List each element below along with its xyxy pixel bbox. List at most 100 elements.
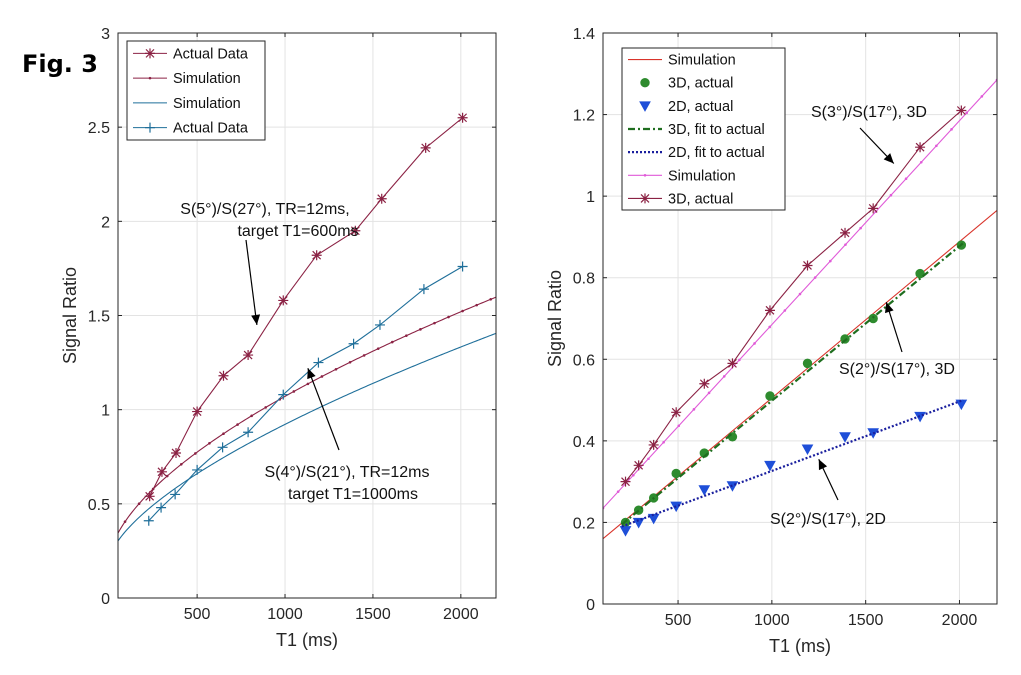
data-point xyxy=(671,407,682,418)
y-tick-label: 1.5 xyxy=(88,309,110,326)
data-point xyxy=(698,485,711,496)
annotation: S(2°)/S(17°), 3D xyxy=(839,302,955,378)
data-point xyxy=(278,295,289,306)
data-point xyxy=(194,452,197,455)
legend-label: 3D, fit to actual xyxy=(668,122,765,138)
y-tick-label: 0.5 xyxy=(88,497,110,514)
x-axis-label: T1 (ms) xyxy=(276,630,338,650)
left-chart: 500 1000 1500 2000 0 0.5 1 1.5 2 2.5 3 T1 (ms) Signa… xyxy=(60,26,497,650)
legend: Actual Data Simulation Simulation Actual Da… xyxy=(126,40,266,141)
data-point xyxy=(165,474,169,478)
legend-marker xyxy=(145,122,155,133)
data-point xyxy=(376,193,387,204)
series-line xyxy=(625,110,962,482)
data-point xyxy=(192,464,203,475)
data-point xyxy=(250,414,253,418)
y-tick-label: 1 xyxy=(101,403,110,420)
series-3 xyxy=(621,242,964,526)
legend-label: 2D, actual xyxy=(668,99,733,115)
annotation-arrow-head xyxy=(307,368,316,380)
y-tick-label: 3 xyxy=(101,26,110,43)
data-point xyxy=(662,440,665,444)
data-point xyxy=(632,517,645,529)
legend-label: Simulation xyxy=(173,71,241,87)
data-point xyxy=(915,142,926,153)
data-point xyxy=(433,321,436,325)
y-tick-label: 0.8 xyxy=(573,271,595,288)
data-point xyxy=(692,408,696,411)
data-point xyxy=(955,399,968,411)
data-point xyxy=(475,303,478,307)
data-point xyxy=(919,160,923,164)
data-point xyxy=(829,259,832,263)
legend-entry: Actual Data xyxy=(133,121,249,137)
x-tick-label: 500 xyxy=(665,612,692,629)
x-tick-label: 1000 xyxy=(754,612,790,629)
data-point xyxy=(156,466,167,477)
legend: Simulation 3D, actual 2D, actual 3D, fit to… xyxy=(621,47,786,211)
y-tick-label: 0.4 xyxy=(573,434,595,451)
legend-entry: Simulation xyxy=(133,71,241,87)
annotation-arrow-line xyxy=(245,239,258,325)
data-point xyxy=(619,526,632,537)
data-point xyxy=(457,112,468,123)
series-2 xyxy=(118,332,496,542)
y-tick-label: 2.5 xyxy=(88,120,110,137)
data-point xyxy=(699,378,710,389)
legend-marker xyxy=(639,101,651,112)
annotation-text: S(2°)/S(17°), 2D xyxy=(770,511,886,528)
y-tick-label: 1.2 xyxy=(573,108,595,125)
data-point xyxy=(350,225,361,236)
data-point xyxy=(179,462,183,466)
series-group xyxy=(118,112,496,542)
data-point xyxy=(671,468,681,479)
annotation-text: S(3°)/S(17°), 3D xyxy=(811,104,927,121)
data-point xyxy=(171,447,182,458)
legend-entry: 2D, fit to actual xyxy=(628,145,765,161)
annotation-text: target T1=1000ms xyxy=(288,486,418,503)
x-tick-label: 1500 xyxy=(848,612,884,629)
series-line xyxy=(621,399,964,528)
data-point xyxy=(844,243,847,246)
right-chart: 500 1000 1500 2000 0 0.2 0.4 0.6 0.8 1 1.2 1.4 T1 (m… xyxy=(545,26,998,656)
data-point xyxy=(405,334,408,337)
legend-entry: Simulation xyxy=(133,96,241,112)
data-point xyxy=(489,298,493,301)
data-point xyxy=(151,487,155,491)
series-line xyxy=(118,332,496,542)
annotation: S(5°)/S(27°), TR=12ms, target T1=600ms xyxy=(180,201,359,325)
y-tick-label: 2 xyxy=(101,214,110,231)
legend-marker xyxy=(640,193,650,204)
legend-label: Simulation xyxy=(668,53,736,69)
data-point xyxy=(802,260,813,271)
y-tick-label: 0.6 xyxy=(573,352,595,369)
data-point xyxy=(243,427,254,438)
legend-entry: Actual Data xyxy=(133,46,249,62)
data-point xyxy=(813,276,817,279)
data-point xyxy=(222,432,225,435)
data-point xyxy=(457,261,468,272)
data-point xyxy=(753,342,756,345)
series-3 xyxy=(143,261,468,526)
annotation-text: S(4°)/S(21°), TR=12ms xyxy=(265,464,430,481)
x-tick-label: 1500 xyxy=(355,606,391,623)
data-point xyxy=(839,432,851,443)
data-point xyxy=(738,358,741,362)
data-point xyxy=(143,515,154,526)
data-point xyxy=(306,382,310,386)
x-tick-label: 2000 xyxy=(443,606,479,623)
y-tick-label: 0.2 xyxy=(573,515,595,532)
data-point xyxy=(137,502,141,505)
data-point xyxy=(278,389,289,400)
data-point xyxy=(243,350,254,361)
data-point xyxy=(376,347,380,350)
data-point xyxy=(292,390,296,393)
series-line xyxy=(621,242,964,526)
data-point xyxy=(374,319,385,330)
legend-label: Actual Data xyxy=(173,46,249,62)
data-point xyxy=(765,391,775,401)
legend-label: 3D, actual xyxy=(668,76,733,92)
legend-marker xyxy=(640,78,650,88)
data-point xyxy=(620,476,631,487)
data-point xyxy=(768,325,771,329)
